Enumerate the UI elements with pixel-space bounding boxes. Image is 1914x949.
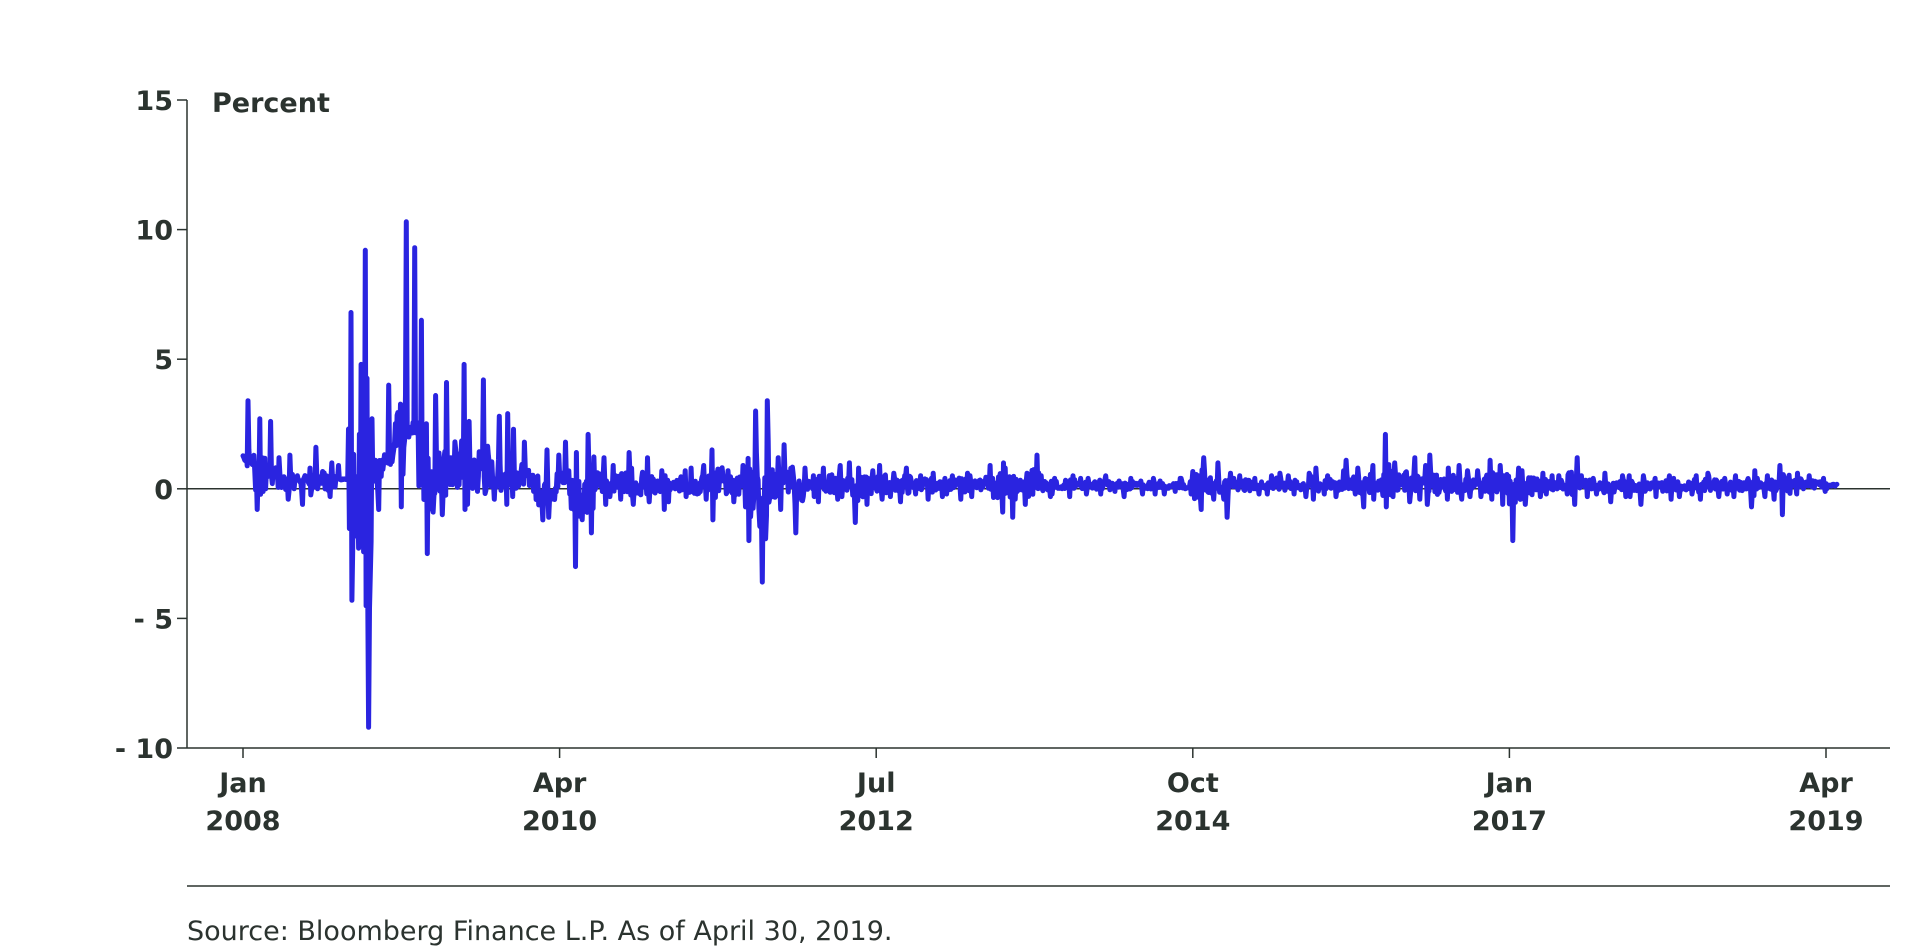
x-tick-label-year: 2017 (1472, 806, 1547, 837)
x-tick-label-month: Jan (1484, 768, 1534, 799)
y-axis-ticks (177, 99, 187, 749)
series-line (240, 219, 1840, 730)
x-tick-label-year: 2008 (205, 806, 280, 837)
y-axis-title: Percent (212, 88, 330, 119)
x-tick-label-month: Jan (217, 768, 267, 799)
x-tick-label-month: Oct (1167, 768, 1219, 799)
y-tick-label: 5 (154, 345, 173, 376)
x-tick-label-month: Apr (1799, 768, 1853, 799)
source-note: Source: Bloomberg Finance L.P. As of Apr… (187, 916, 892, 947)
y-tick-label: 0 (154, 475, 173, 506)
x-axis-ticks (242, 748, 1827, 758)
y-tick-label: - 5 (134, 604, 173, 635)
x-tick-label-year: 2019 (1788, 806, 1863, 837)
x-tick-label-year: 2010 (522, 806, 597, 837)
x-tick-label-month: Apr (533, 768, 587, 799)
y-axis-tick-labels: 15 10 5 0 - 5 - 10 (115, 86, 173, 765)
y-tick-label: 10 (135, 216, 173, 247)
x-tick-label-year: 2012 (839, 806, 914, 837)
y-tick-label: 15 (135, 86, 173, 117)
x-tick-label-month: Jul (855, 768, 896, 799)
series-group (240, 219, 1840, 730)
x-axis-tick-labels: Jan 2008 Apr 2010 Jul 2012 Oct 2014 Jan 2017 Apr 20… (205, 768, 1863, 837)
y-tick-label: - 10 (115, 734, 173, 765)
x-tick-label-year: 2014 (1155, 806, 1230, 837)
